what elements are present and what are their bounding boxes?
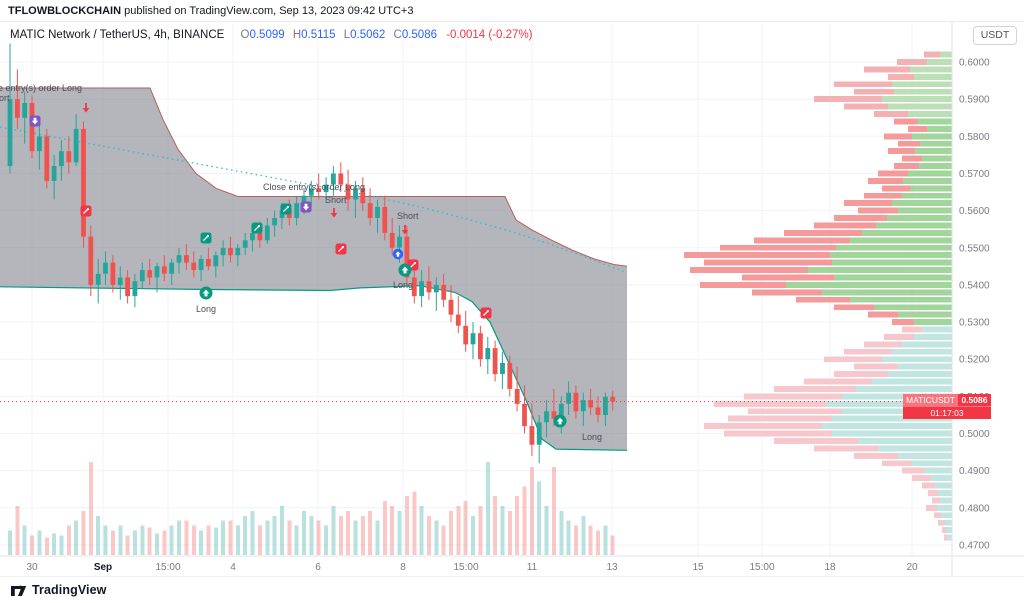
- high-value: 0.5115: [301, 29, 336, 41]
- svg-text:18: 18: [824, 562, 836, 573]
- svg-text:0.5200: 0.5200: [959, 355, 990, 366]
- current-price-badge[interactable]: MATICUSDT 0.5086 01:17:03: [903, 394, 991, 419]
- svg-text:Long: Long: [196, 304, 216, 314]
- publish-info: published on TradingView.com, Sep 13, 20…: [121, 5, 414, 17]
- svg-text:0.4800: 0.4800: [959, 503, 990, 514]
- chart-legend: MATIC Network / TetherUS, 4h, BINANCE O0…: [10, 29, 533, 41]
- publisher-name: TFLOWBLOCKCHAIN: [8, 5, 122, 17]
- svg-text:Short: Short: [325, 195, 347, 205]
- time-axis[interactable]: 30 Sep 15:00 4 6 8 15:00 11 13 15 15:00 18 20: [26, 562, 918, 573]
- svg-text:0.5800: 0.5800: [959, 132, 990, 143]
- low-label: L: [343, 29, 351, 41]
- svg-text:15:00: 15:00: [453, 562, 478, 573]
- svg-text:13: 13: [606, 562, 618, 573]
- trade-markers: Close entry(s) order LongShortLongClose …: [0, 83, 602, 442]
- svg-text:0.4900: 0.4900: [959, 466, 990, 477]
- svg-text:0.5000: 0.5000: [959, 429, 990, 440]
- svg-text:Close entry(s) order Long: Close entry(s) order Long: [0, 83, 82, 93]
- svg-text:Long: Long: [393, 280, 413, 290]
- svg-text:11: 11: [527, 562, 538, 573]
- svg-text:0.5500: 0.5500: [959, 243, 990, 254]
- publish-bar: TFLOWBLOCKCHAIN published on TradingView…: [0, 0, 1024, 22]
- svg-text:20: 20: [906, 562, 918, 573]
- svg-text:0.5900: 0.5900: [959, 95, 990, 106]
- badge-symbol: MATICUSDT: [903, 394, 958, 406]
- svg-text:4: 4: [230, 562, 236, 573]
- badge-price: 0.5086: [957, 394, 991, 406]
- close-label: C: [393, 29, 402, 41]
- open-value: 0.5099: [249, 29, 285, 41]
- volume-profile: [684, 51, 952, 541]
- high-label: H: [292, 29, 302, 41]
- footer-bar: TradingView: [0, 577, 1024, 603]
- svg-text:0.5400: 0.5400: [959, 280, 990, 291]
- svg-text:Short: Short: [0, 93, 10, 103]
- svg-text:Short: Short: [397, 211, 419, 221]
- svg-text:6: 6: [315, 562, 321, 573]
- open-label: O: [240, 29, 250, 41]
- svg-text:Sep: Sep: [94, 562, 112, 573]
- svg-text:0.5600: 0.5600: [959, 206, 990, 217]
- svg-text:0.6000: 0.6000: [959, 58, 990, 69]
- ma-dotted-line: [0, 126, 626, 273]
- candlestick-series: [7, 43, 616, 464]
- tradingview-logo-icon[interactable]: [10, 582, 27, 598]
- svg-text:15:00: 15:00: [749, 562, 774, 573]
- svg-text:Long: Long: [582, 432, 602, 442]
- svg-text:0.5700: 0.5700: [959, 169, 990, 180]
- currency-toggle-button[interactable]: USDT: [973, 26, 1017, 45]
- badge-countdown: 01:17:03: [903, 406, 991, 419]
- svg-text:0.4700: 0.4700: [959, 541, 990, 552]
- tradingview-logo-text[interactable]: TradingView: [32, 583, 107, 597]
- svg-text:30: 30: [26, 562, 38, 573]
- svg-text:0.5300: 0.5300: [959, 318, 990, 329]
- low-value: 0.5062: [350, 29, 386, 41]
- price-axis[interactable]: 0.6000 0.5900 0.5800 0.5700 0.5600 0.5500 0.54…: [959, 58, 990, 552]
- svg-text:15:00: 15:00: [155, 562, 180, 573]
- svg-text:Close entry(s) order Long: Close entry(s) order Long: [263, 182, 365, 192]
- symbol-title[interactable]: MATIC Network / TetherUS, 4h, BINANCE: [10, 29, 225, 41]
- svg-text:15: 15: [692, 562, 704, 573]
- change-value: -0.0014 (-0.27%): [446, 29, 533, 41]
- svg-text:8: 8: [400, 562, 406, 573]
- volume-series: [8, 461, 615, 555]
- strategy-band: [0, 87, 628, 451]
- close-value: 0.5086: [401, 29, 437, 41]
